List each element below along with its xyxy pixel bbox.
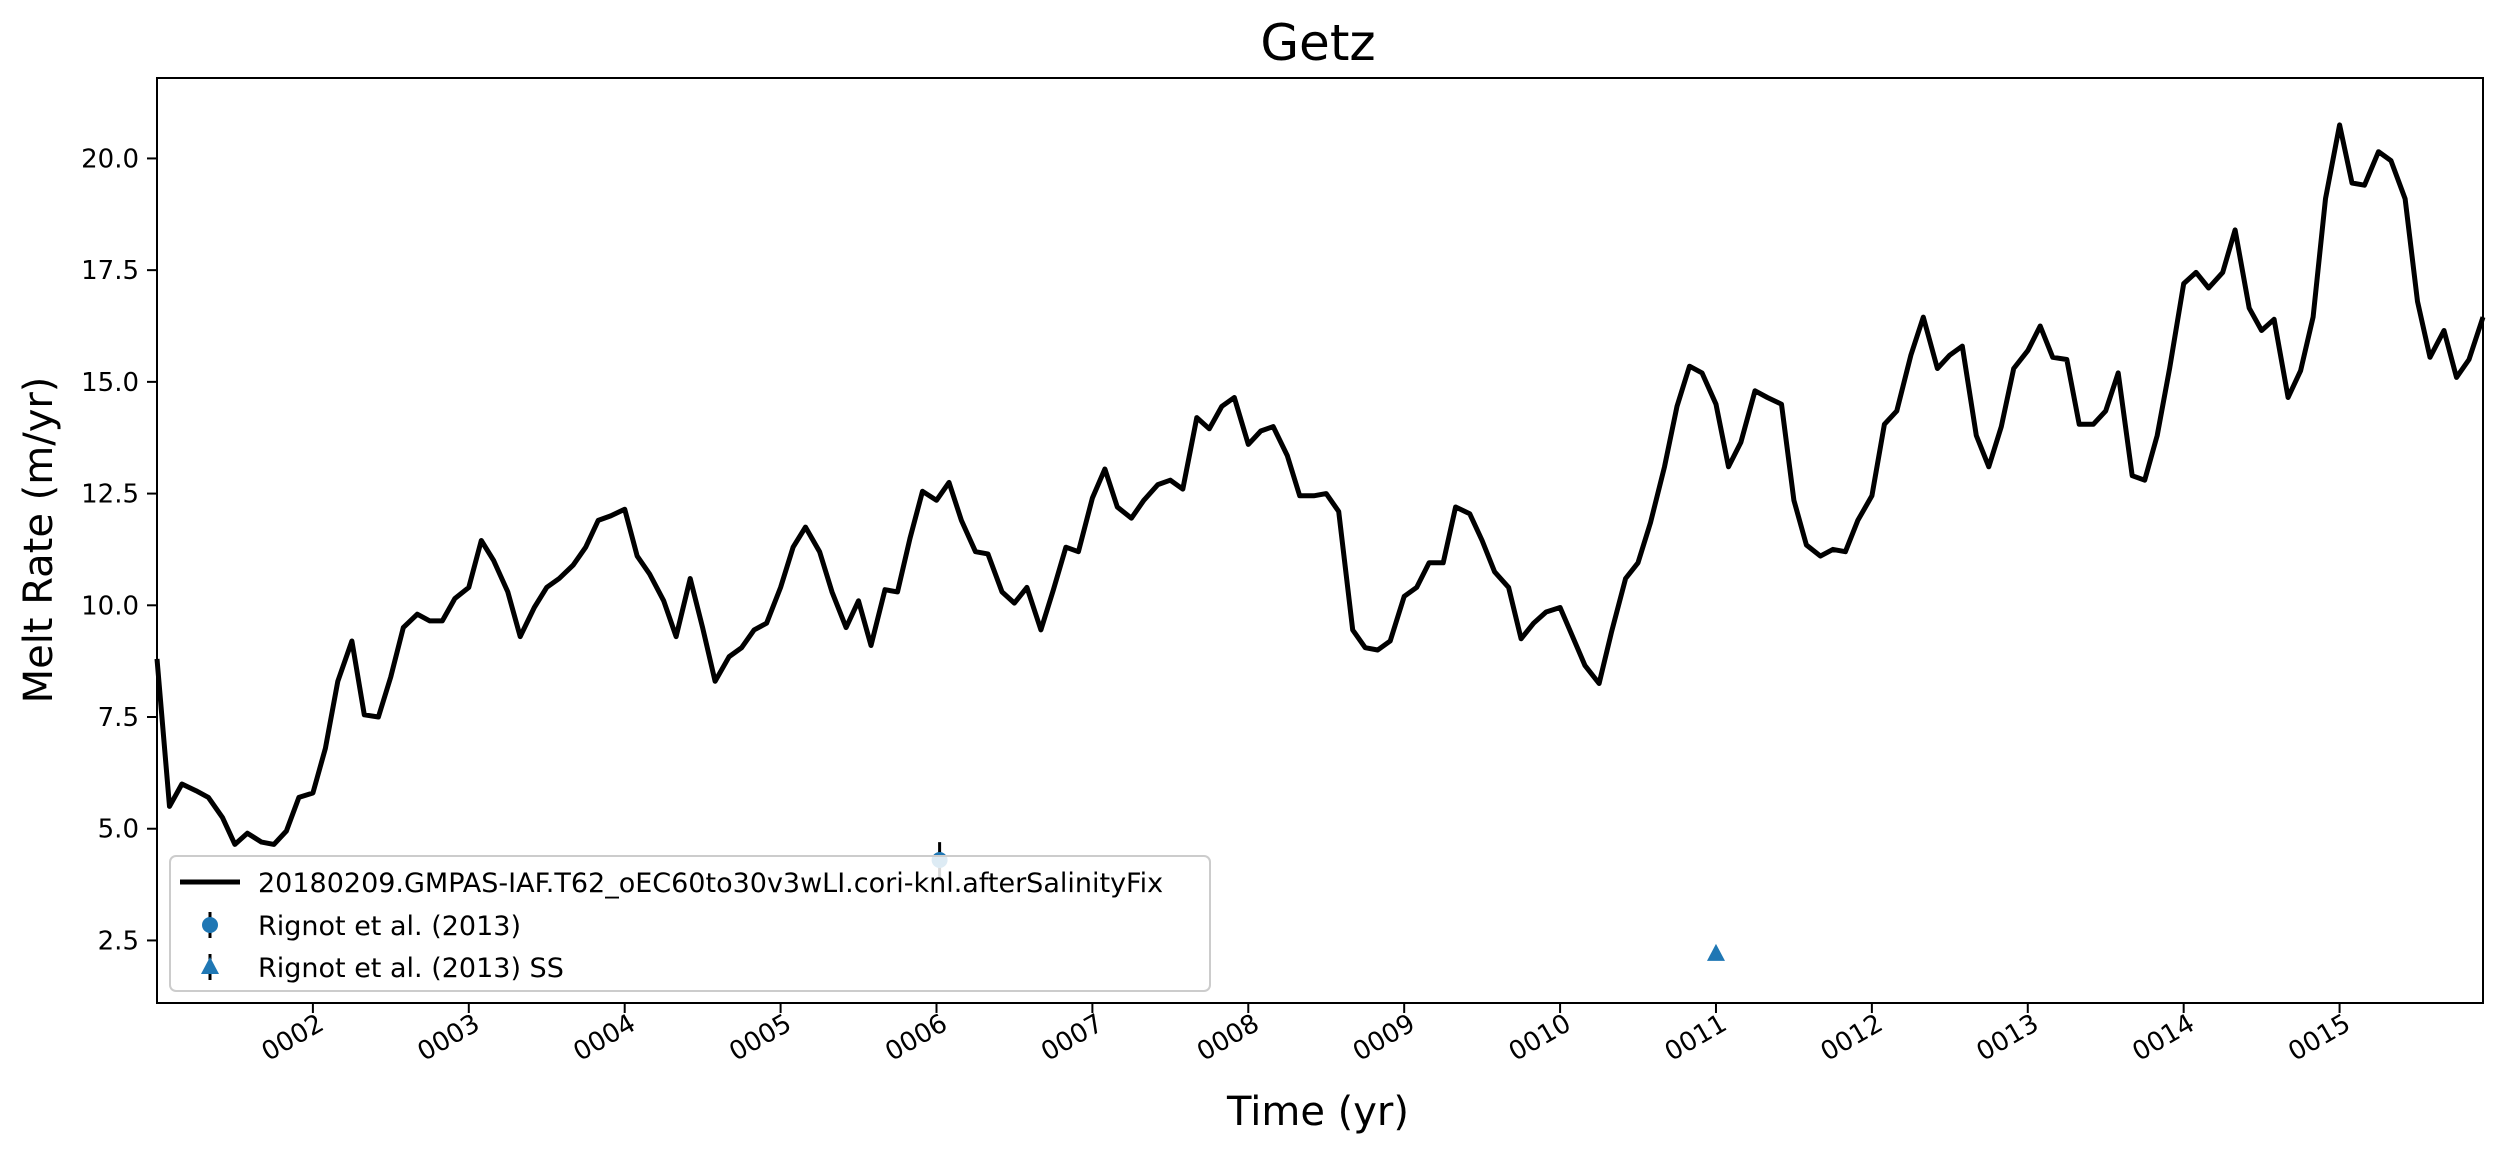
y-tick-label: 15.0 bbox=[81, 368, 139, 398]
legend-label: Rignot et al. (2013) bbox=[258, 911, 521, 942]
x-tick-label: 0002 bbox=[257, 1009, 329, 1068]
legend-label: Rignot et al. (2013) SS bbox=[258, 953, 564, 984]
y-axis-label: Melt Rate (m/yr) bbox=[16, 377, 62, 704]
y-tick-label: 5.0 bbox=[98, 815, 139, 845]
legend-circle-swatch bbox=[202, 917, 218, 933]
y-tick-label: 7.5 bbox=[98, 703, 139, 733]
rignot-ss-point bbox=[1706, 943, 1725, 961]
x-tick-label: 0010 bbox=[1504, 1009, 1576, 1068]
x-tick-label: 0008 bbox=[1192, 1009, 1264, 1068]
legend-label: 20180209.GMPAS-IAF.T62_oEC60to30v3wLI.co… bbox=[258, 868, 1163, 899]
x-tick-label: 0007 bbox=[1036, 1009, 1108, 1068]
y-tick-label: 10.0 bbox=[81, 591, 139, 621]
series-line-model bbox=[154, 122, 2486, 847]
x-tick-label: 0003 bbox=[413, 1009, 485, 1068]
legend-triangle-swatch bbox=[201, 957, 219, 974]
y-tick-label: 20.0 bbox=[81, 144, 139, 174]
plot-area bbox=[154, 122, 2486, 961]
chart-title: Getz bbox=[1260, 14, 1375, 72]
x-tick-label: 0005 bbox=[724, 1009, 796, 1068]
y-tick-label: 12.5 bbox=[81, 480, 139, 510]
legend: 20180209.GMPAS-IAF.T62_oEC60to30v3wLI.co… bbox=[169, 855, 1211, 992]
x-tick-label: 0015 bbox=[2283, 1009, 2355, 1068]
x-tick-label: 0009 bbox=[1348, 1009, 1420, 1068]
x-tick-label: 0013 bbox=[1972, 1009, 2044, 1068]
legend-box bbox=[169, 855, 1211, 992]
y-tick-label: 2.5 bbox=[98, 926, 139, 956]
y-tick-label: 17.5 bbox=[81, 256, 139, 286]
x-axis-label: Time (yr) bbox=[1226, 1089, 1409, 1135]
x-tick-label: 0011 bbox=[1660, 1009, 1732, 1068]
x-tick-label: 0012 bbox=[1816, 1009, 1888, 1068]
x-tick-label: 0006 bbox=[880, 1009, 952, 1068]
x-tick-label: 0014 bbox=[2128, 1009, 2200, 1068]
x-tick-label: 0004 bbox=[569, 1009, 641, 1068]
y-axis: 2.5 5.0 7.5 10.0 12.5 15.0 17.5 20.0 bbox=[81, 144, 157, 956]
plot-frame bbox=[156, 77, 2484, 1004]
x-axis: 0002 0003 0004 0005 0006 0007 0008 0009 0010 0011… bbox=[257, 1003, 2356, 1068]
